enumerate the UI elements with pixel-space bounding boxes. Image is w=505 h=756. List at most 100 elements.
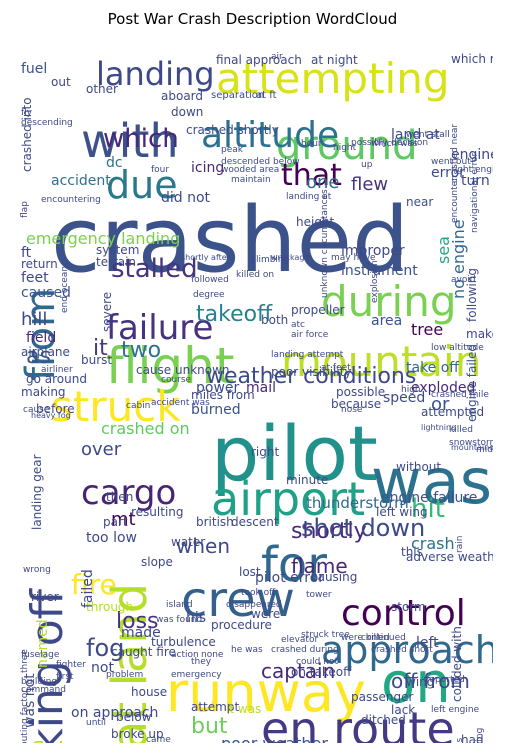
cloud-word: house <box>131 685 168 699</box>
cloud-word: failure <box>106 308 214 348</box>
cloud-word: landing <box>96 55 215 93</box>
cloud-word: engine <box>451 147 493 163</box>
cloud-word: when <box>176 534 231 558</box>
cloud-word: storm <box>391 600 426 614</box>
cloud-word: slope <box>141 555 173 569</box>
cloud-word: causing <box>311 570 358 584</box>
cloud-word: dc <box>106 155 123 171</box>
cloud-word: right <box>251 445 280 459</box>
cloud-word: shortly after <box>181 253 230 262</box>
cloud-word: took off <box>241 588 276 598</box>
cloud-word: followed <box>191 275 229 285</box>
cloud-word: control <box>341 593 466 634</box>
cloud-word: maintain <box>231 175 271 185</box>
cloud-word: shortly <box>291 519 367 544</box>
cloud-word: fuselage <box>21 650 60 660</box>
cloud-word: wing <box>406 675 435 689</box>
cloud-word: ft <box>21 245 32 261</box>
cloud-word: cause <box>23 405 50 415</box>
cloud-word: atc <box>291 320 305 330</box>
cloud-word: en route <box>261 702 455 743</box>
cloud-word: icing <box>191 160 225 176</box>
cloud-word: minute <box>286 473 329 487</box>
cloud-word: encountering <box>41 195 101 205</box>
cloud-word: then <box>106 490 134 504</box>
cloud-word: shot down <box>301 514 426 542</box>
cloud-word: fighter <box>56 660 86 670</box>
cloud-word: at ft <box>256 90 277 101</box>
cloud-word: disappeared <box>226 600 282 610</box>
cloud-word: collided with <box>450 626 464 702</box>
cloud-word: other <box>86 82 118 96</box>
cloud-word: water <box>171 535 206 549</box>
cloud-word: caught fire <box>111 645 176 659</box>
cloud-word: pilot <box>211 409 378 498</box>
cloud-word: continued <box>361 633 406 643</box>
cloud-word: river <box>31 590 59 604</box>
cloud-word: broke up <box>111 727 164 741</box>
cloud-word: three <box>20 649 30 673</box>
cloud-word: up <box>361 160 373 170</box>
cloud-word: had <box>461 733 484 743</box>
cloud-word: aboard <box>161 89 204 103</box>
cloud-word: may have <box>331 253 376 263</box>
cloud-word: lost <box>239 565 261 579</box>
cloud-word: struck <box>51 382 181 431</box>
cloud-word: captain <box>261 659 336 683</box>
cloud-word: until <box>86 718 106 728</box>
cloud-word: emergency landing <box>26 229 181 248</box>
cloud-word: nose <box>341 405 363 415</box>
cloud-word: without <box>396 460 442 474</box>
cloud-word: landing gear <box>30 454 44 530</box>
cloud-word: altitude <box>201 115 340 156</box>
cloud-word: problem <box>106 670 144 680</box>
cloud-word: went out <box>431 157 471 167</box>
cloud-word: below <box>116 710 152 724</box>
cloud-word: left <box>416 635 439 651</box>
cloud-word: lack <box>391 703 416 717</box>
cloud-word: killed <box>449 425 473 435</box>
cloud-word: airport <box>211 472 366 526</box>
cloud-word: wrong <box>23 565 51 575</box>
cloud-word: low altitude <box>431 343 484 353</box>
cloud-word: out <box>51 75 71 89</box>
cloud-word: poor visibility <box>271 365 352 379</box>
cloud-word: crashed near <box>450 123 460 183</box>
cloud-word: ground <box>276 123 418 169</box>
cloud-word: one <box>306 172 340 193</box>
cloud-word: through <box>86 600 134 614</box>
cloud-word: during <box>321 277 457 326</box>
cloud-word: right engine <box>451 165 493 175</box>
cloud-word: was found <box>156 615 203 625</box>
cloud-word: on approach <box>71 705 159 721</box>
cloud-word: turbulence <box>151 635 216 649</box>
cloud-word: runway <box>166 661 366 724</box>
cloud-word: first <box>56 672 74 682</box>
cloud-word: crashed short <box>371 645 433 655</box>
cloud-word: both <box>261 313 289 327</box>
cloud-word: propeller <box>291 303 345 317</box>
cloud-word: made <box>121 625 161 641</box>
cloud-word: failed <box>80 569 96 608</box>
cloud-word: crew <box>181 572 295 628</box>
cloud-word: landing at <box>286 192 332 202</box>
cloud-word: part <box>103 515 128 529</box>
cloud-word: descended below <box>221 157 300 167</box>
cloud-word: area <box>371 313 403 329</box>
cloud-word: because <box>331 397 382 411</box>
cloud-word: descent <box>231 515 279 529</box>
cloud-word: did not <box>161 190 211 206</box>
cloud-word: return <box>21 257 58 271</box>
cloud-word: which resulted <box>451 52 493 66</box>
cloud-word: landing attempt <box>271 350 344 360</box>
cloud-word: before <box>36 402 75 416</box>
cloud-word: was <box>371 445 493 518</box>
cloud-word: down <box>171 105 204 119</box>
cloud-word: accident <box>51 173 111 189</box>
cloud-word: mail <box>246 380 276 396</box>
cloud-word: wreckage <box>271 253 310 262</box>
cloud-word: but <box>191 714 228 739</box>
cloud-word: weather conditions <box>206 364 417 389</box>
cloud-word: action <box>171 650 199 660</box>
cloud-word: crashed during <box>271 645 339 655</box>
